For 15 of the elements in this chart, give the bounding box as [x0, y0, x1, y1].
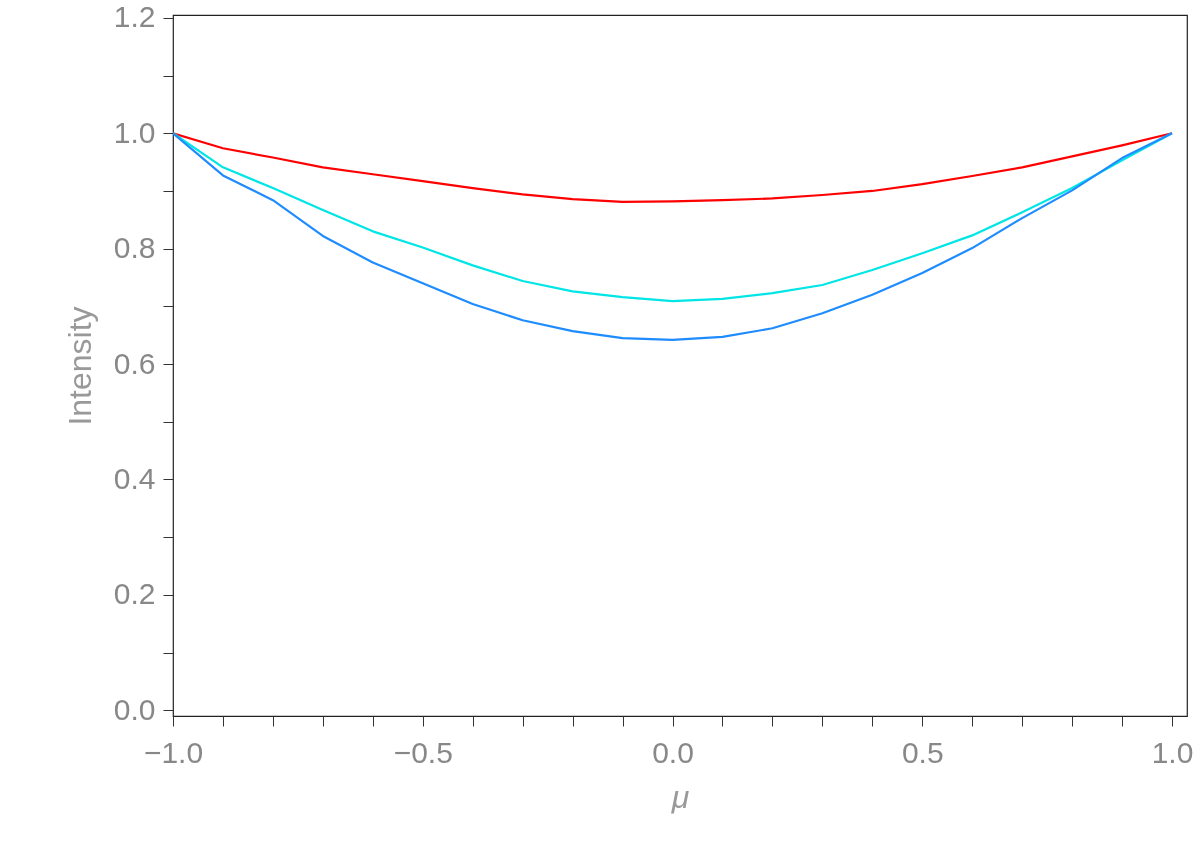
x-tick-label: 0.0: [652, 735, 694, 769]
x-tick-label: 1.0: [1151, 735, 1194, 769]
y-tick-label: 0.4: [113, 461, 156, 495]
x-tick-label: −0.5: [393, 735, 453, 769]
y-tick-label: 0.2: [113, 577, 156, 611]
line-series: [173, 132, 1174, 341]
y-tick-label: 0.8: [113, 231, 156, 265]
x-axis-title: μ: [670, 778, 690, 815]
y-tick-label: 0.0: [113, 692, 156, 726]
y-tick-label: 0.6: [113, 346, 156, 380]
x-tick-label: −1.0: [143, 735, 204, 769]
y-axis-title: Intensity: [61, 306, 98, 426]
x-tick-label: 0.5: [901, 735, 944, 769]
y-tick-label: 1.0: [113, 115, 156, 149]
y-tick-label: 1.2: [113, 0, 156, 34]
